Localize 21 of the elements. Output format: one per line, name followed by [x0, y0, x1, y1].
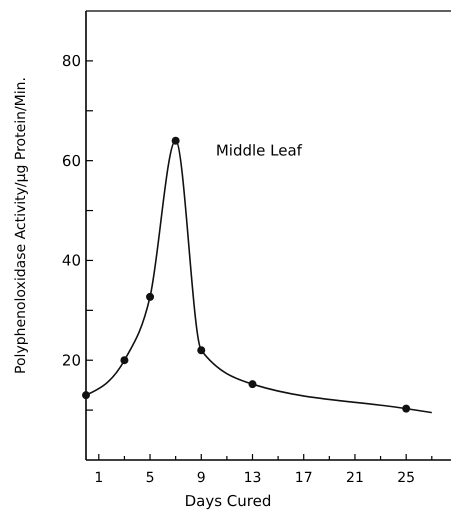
point: [197, 346, 206, 354]
point: [172, 136, 180, 145]
x-tick-label: 9: [196, 470, 206, 486]
point: [146, 292, 154, 301]
x-tick-label: 5: [146, 470, 154, 486]
y-tick-label: 60: [62, 152, 81, 170]
point: [248, 380, 256, 388]
y-tick-label: 80: [62, 52, 81, 70]
x-tick-label: 25: [397, 470, 416, 486]
annotation: Middle Leaf: [216, 142, 303, 160]
x-tick-label: 17: [294, 470, 313, 486]
x-tick-label: 21: [346, 470, 364, 486]
point: [82, 391, 90, 400]
y-tick-label: 40: [62, 252, 81, 270]
x-axis-title: Days Cured: [184, 492, 272, 510]
x-tick-label: 13: [244, 470, 262, 486]
point: [120, 356, 128, 364]
y-tick-label: 20: [62, 351, 81, 370]
point: [402, 404, 410, 413]
y-axis-title: Polyphenoloxidase Activity/μg Protein/Min.: [13, 77, 29, 374]
x-tick-label: 1: [94, 470, 104, 486]
